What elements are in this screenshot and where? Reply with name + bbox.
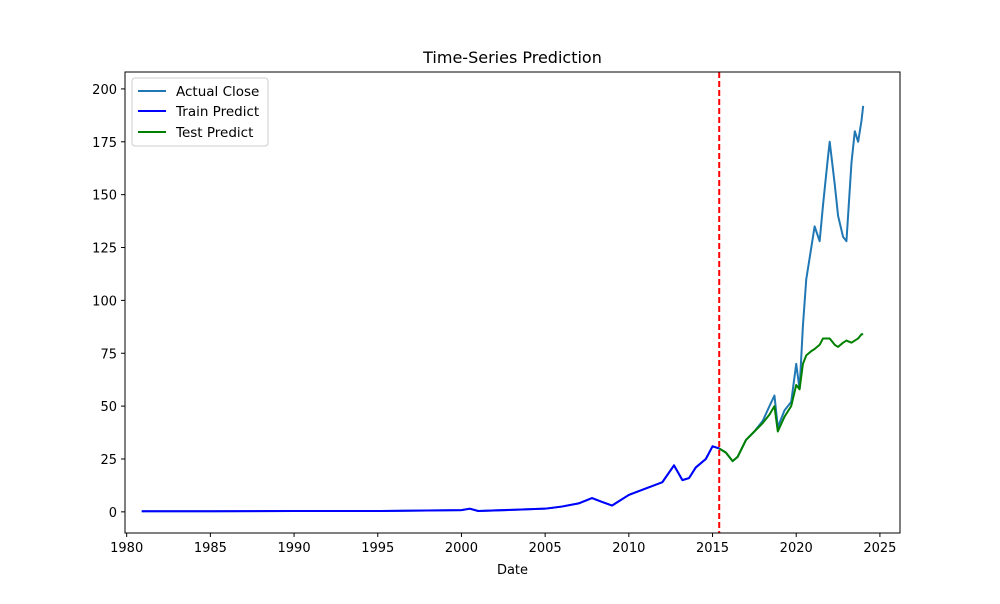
y-axis: 0 25 50 75 100 125 150 175 200 [92, 83, 125, 521]
x-tick-label: 2015 [696, 541, 729, 556]
x-tick-label: 2020 [780, 541, 813, 556]
series-line-train-predict [141, 445, 720, 513]
chart-title: Time-Series Prediction [422, 48, 602, 67]
x-tick-label: 1985 [194, 541, 227, 556]
y-tick-label: 75 [100, 347, 117, 362]
x-tick-label: 2025 [863, 541, 896, 556]
legend-label-train-predict: Train Predict [175, 104, 259, 120]
legend-label-actual-close: Actual Close [176, 84, 259, 100]
x-tick-label: 2010 [612, 541, 645, 556]
x-axis-label: Date [497, 563, 528, 578]
x-tick-label: 2000 [445, 541, 478, 556]
y-tick-label: 100 [92, 294, 117, 309]
y-tick-label: 50 [100, 400, 117, 415]
legend-box [131, 77, 269, 147]
legend: Actual Close Train Predict Test Predict [131, 77, 269, 147]
x-tick-label: 1995 [361, 541, 394, 556]
plot-frame [124, 71, 901, 534]
y-tick-label: 125 [92, 242, 117, 257]
y-tick-label: 150 [92, 189, 117, 204]
series-line-test-predict [718, 333, 864, 463]
y-tick-label: 200 [92, 83, 117, 98]
y-tick-label: 0 [109, 506, 117, 521]
y-tick-label: 175 [92, 136, 117, 151]
data-layer [141, 105, 865, 513]
legend-label-test-predict: Test Predict [175, 125, 253, 141]
x-tick-label: 2005 [529, 541, 562, 556]
x-tick-label: 1990 [278, 541, 311, 556]
x-axis: 1980 1985 1990 1995 2000 2005 2010 2015 2020 2025 [110, 533, 896, 556]
y-tick-label: 25 [100, 453, 117, 468]
x-tick-label: 1980 [110, 541, 143, 556]
